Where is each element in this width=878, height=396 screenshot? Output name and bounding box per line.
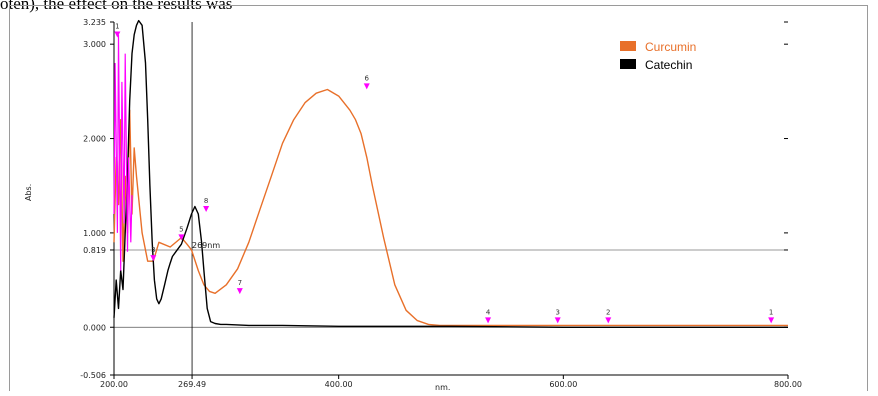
peak-marker [363,83,370,90]
y-tick-label: 1.000 [83,229,106,238]
legend-swatch-curcumin [620,41,636,51]
x-tick-label: 800.00 [774,380,802,389]
x-axis-label: nm. [435,383,450,392]
x-tick-label: 600.00 [549,380,577,389]
peak-marker [605,317,612,324]
series-line-catechin [113,19,788,328]
x-tick-label: 400.00 [325,380,353,389]
spectrum-chart[interactable]: 3.235 3.000 2.000 1.000 0.819 0.000 -0.506200.… [10,6,867,392]
chart-frame: 3.235 3.000 2.000 1.000 0.819 0.000 -0.506 200.… [9,5,868,392]
peak-label: 2 [606,308,610,316]
peak-marker [114,31,121,38]
legend-label-catechin: Catechin [645,58,692,72]
legend-swatch-catechin [620,59,636,69]
y-tick-label: 0.000 [83,323,106,332]
peak-label: 4 [486,308,491,316]
peak-marker-trace [113,34,133,271]
series-line-curcumin [113,88,788,327]
y-tick-label: -0.506 [80,371,106,380]
cursor-label: 269nm [192,241,220,250]
peak-label: 6 [365,74,370,82]
peak-label: 3 [151,246,155,254]
peak-marker [554,317,561,324]
series-layer [113,19,788,328]
peak-marker [236,288,243,295]
peak-marker [150,255,157,262]
legend: Curcumin Catechin [620,40,696,72]
y-tick-label: 3.000 [83,40,106,49]
peak-label: 5 [179,225,183,233]
x-tick-label: 200.00 [100,380,128,389]
peak-marker [203,206,210,213]
y-tick-label: 2.000 [83,135,106,144]
peak-label: 3 [555,308,559,316]
tick-labels: 3.235 3.000 2.000 1.000 0.819 0.000 -0.506200.… [80,18,802,389]
peak-label: 1 [769,308,773,316]
peak-marker [178,234,185,241]
x-tick-label: 269.49 [178,380,206,389]
legend-label-curcumin: Curcumin [645,40,696,54]
y-tick-label: 3.235 [83,18,106,27]
peak-label: 7 [238,279,242,287]
grid-lines [114,22,788,375]
y-tick-label: 0.819 [83,246,106,255]
peak-label: 8 [204,197,208,205]
caption-text: oten), the effect on the results was [0,0,233,13]
peak-marker [485,317,492,324]
peak-marker [768,317,775,324]
peak-label: 1 [115,22,119,30]
y-axis-label: Abs. [24,184,33,201]
